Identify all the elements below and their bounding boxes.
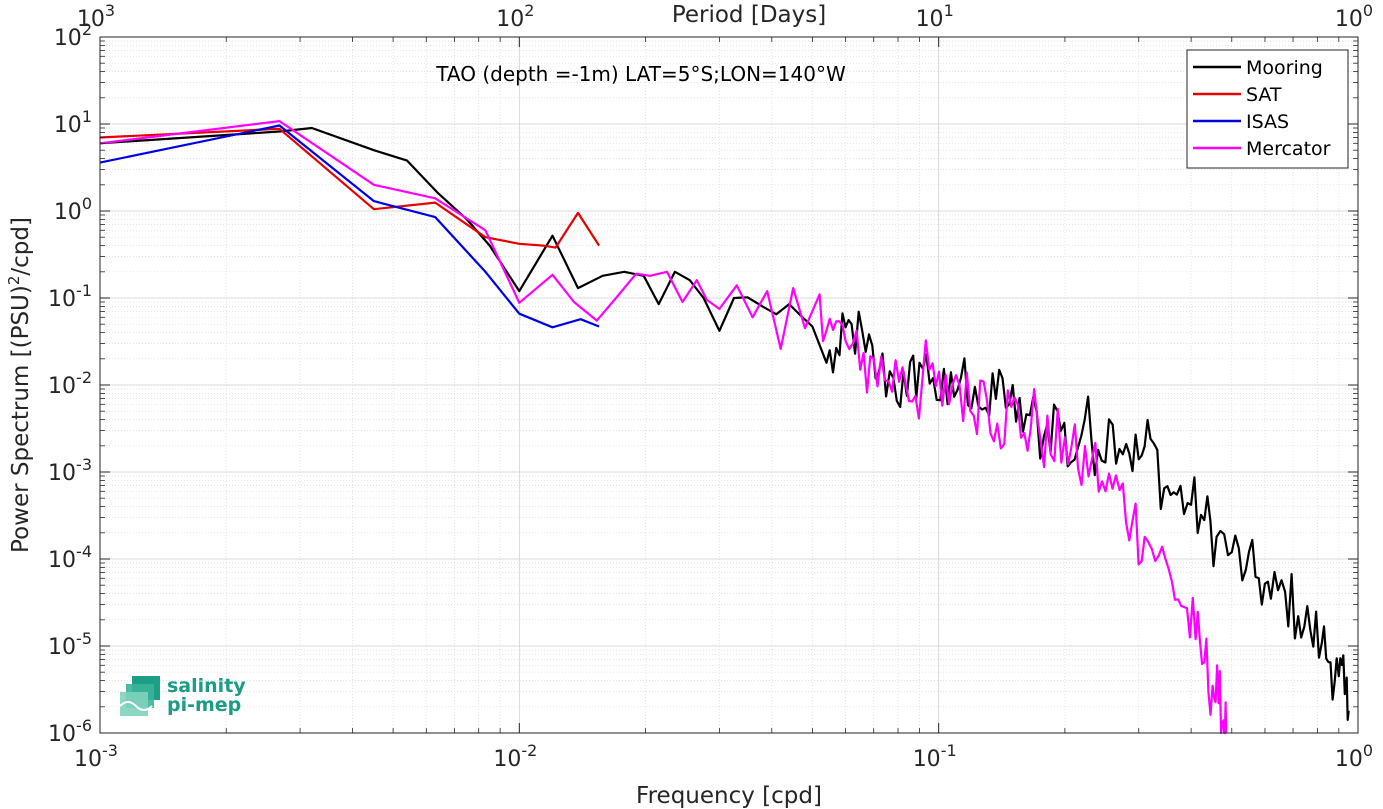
logo-mark (119, 676, 160, 716)
y-tick-label: 10-6 (48, 716, 92, 747)
y-tick-label-exponent: -5 (76, 629, 92, 648)
y-tick-label-base: 10 (54, 200, 82, 225)
y-tick-label-base: 10 (48, 374, 76, 399)
legend-label-mooring: Mooring (1246, 57, 1323, 79)
x2-tick-label-exponent: 0 (1363, 1, 1373, 20)
y-tick-label-base: 10 (48, 722, 76, 747)
x2-tick-label-base: 10 (916, 7, 944, 32)
x-axis-label: Frequency [cpd] (636, 783, 822, 809)
x-tick-label-exponent: -3 (102, 741, 118, 760)
legend-label-mercator: Mercator (1246, 138, 1331, 160)
x2-tick-label-base: 10 (77, 7, 105, 32)
x2-tick-label-exponent: 1 (944, 1, 954, 20)
y-tick-label: 10-1 (48, 281, 92, 312)
x2-axis-label: Period [Days] (672, 2, 826, 28)
y-tick-label: 10-2 (48, 368, 92, 399)
y-tick-label: 102 (54, 20, 92, 51)
y-tick-label-base: 10 (54, 113, 82, 138)
x-tick-label-exponent: -1 (941, 741, 957, 760)
x2-tick-label-exponent: 3 (105, 1, 115, 20)
x2-tick-label: 100 (1335, 1, 1373, 32)
axis-ticks (99, 36, 1359, 734)
y-tick-label: 10-4 (48, 542, 92, 573)
series-line-sat (99, 127, 601, 249)
x-tick-label-exponent: 0 (1363, 741, 1373, 760)
grid (100, 37, 1358, 733)
y-tick-label-base: 10 (48, 635, 76, 660)
y-tick-label-exponent: -3 (76, 455, 92, 474)
y-axis-label: Power Spectrum [(PSU)2/cpd] (5, 217, 34, 553)
y-tick-label-exponent: -6 (76, 716, 92, 735)
salinity-pi-mep-logo: salinity pi-mep (119, 675, 246, 716)
x-tick-label-base: 10 (74, 747, 102, 772)
x-tick-label-exponent: -2 (521, 741, 537, 760)
x-tick-label: 10-2 (493, 741, 537, 772)
x-tick-label: 10-1 (913, 741, 957, 772)
series-lines (99, 120, 1350, 735)
y-tick-label-exponent: -1 (76, 281, 92, 300)
x-tick-label: 100 (1335, 741, 1373, 772)
logo-wave (119, 701, 153, 711)
x2-tick-label: 102 (496, 1, 534, 32)
y-tick-label-exponent: 1 (82, 107, 92, 126)
y-tick-label: 10-5 (48, 629, 92, 660)
y-tick-label: 10-3 (48, 455, 92, 486)
x2-tick-label: 101 (916, 1, 954, 32)
series-line-mooring (99, 126, 1350, 721)
y-tick-label-base: 10 (48, 287, 76, 312)
x-tick-label-base: 10 (1335, 747, 1363, 772)
x2-tick-label-exponent: 2 (524, 1, 534, 20)
legend: Mooring SAT ISAS Mercator (1186, 49, 1349, 169)
logo-line1: salinity (167, 675, 246, 697)
y-tick-label-base: 10 (48, 548, 76, 573)
x-tick-label: 10-3 (74, 741, 118, 772)
legend-label-sat: SAT (1246, 84, 1282, 106)
y-tick-label: 101 (54, 107, 92, 138)
x-tick-label-base: 10 (913, 747, 941, 772)
y-tick-label-exponent: -4 (76, 542, 92, 561)
legend-label-isas: ISAS (1246, 111, 1289, 133)
y-tick-label-base: 10 (54, 26, 82, 51)
series-line-isas (99, 124, 600, 329)
y-tick-label-base: 10 (48, 461, 76, 486)
x-tick-label-base: 10 (493, 747, 521, 772)
y-tick-label: 100 (54, 194, 92, 225)
y-tick-label-exponent: 0 (82, 194, 92, 213)
y-tick-label-exponent: -2 (76, 368, 92, 387)
chart-title: TAO (depth =-1m) LAT=5°S;LON=140°W (435, 62, 846, 86)
y-tick-label-exponent: 2 (82, 20, 92, 39)
y-axis-label-sup: 2 (5, 276, 23, 286)
logo-line2: pi-mep (167, 694, 241, 716)
y-axis-label-part2: /cpd] (8, 217, 34, 276)
y-axis-label-part1: Power Spectrum [(PSU) (8, 285, 34, 553)
x2-tick-label: 103 (77, 1, 115, 32)
x2-tick-label-base: 10 (496, 7, 524, 32)
x2-tick-label-base: 10 (1335, 7, 1363, 32)
series-line-mercator (99, 120, 1228, 735)
